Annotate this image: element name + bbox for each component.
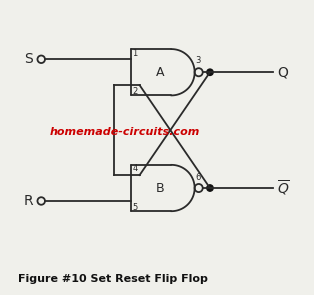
Text: homemade-circuits.com: homemade-circuits.com [50, 127, 200, 137]
Text: $\overline{Q}$: $\overline{Q}$ [277, 178, 290, 198]
Text: S: S [24, 52, 33, 66]
Circle shape [207, 69, 213, 76]
Text: 4: 4 [133, 164, 138, 173]
Text: Q: Q [277, 65, 288, 79]
Text: A: A [156, 66, 164, 79]
Text: Figure #10 Set Reset Flip Flop: Figure #10 Set Reset Flip Flop [18, 274, 208, 284]
Circle shape [207, 185, 213, 191]
Text: 1: 1 [133, 49, 138, 58]
Text: 6: 6 [196, 173, 201, 182]
Text: 2: 2 [133, 87, 138, 96]
Text: 5: 5 [133, 203, 138, 212]
Text: B: B [155, 181, 164, 194]
Text: 3: 3 [196, 56, 201, 65]
Text: R: R [24, 194, 33, 208]
